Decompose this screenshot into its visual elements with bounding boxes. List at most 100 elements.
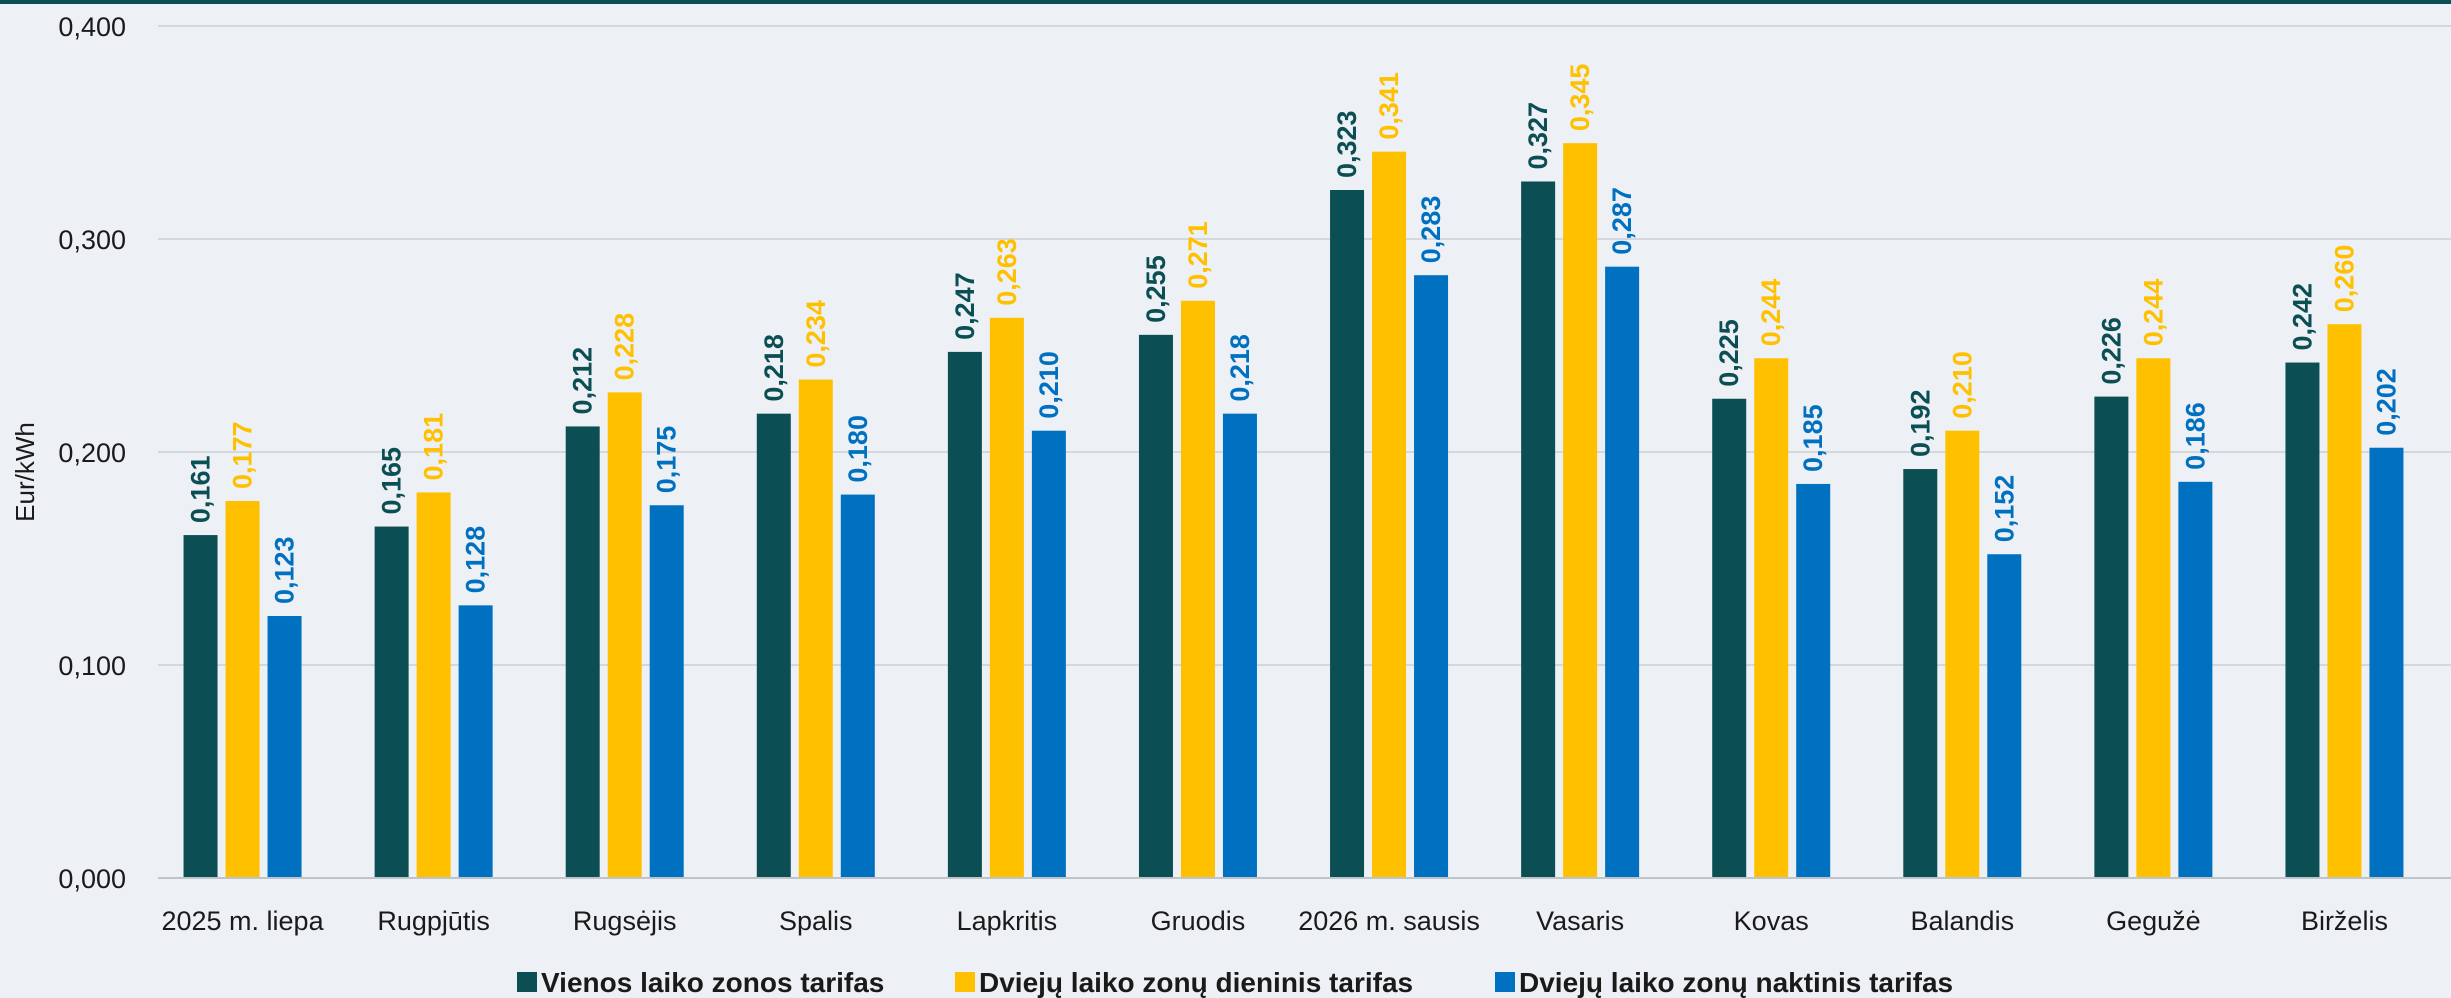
bar <box>1031 430 1066 878</box>
data-label: 0,180 <box>843 415 873 483</box>
legend-swatch <box>517 972 537 992</box>
data-label: 0,260 <box>2329 245 2359 313</box>
bar <box>1945 430 1980 878</box>
data-label: 0,255 <box>1141 255 1171 323</box>
bar <box>374 526 409 878</box>
x-category-label: Birželis <box>2301 906 2388 936</box>
x-category-label: Gegužė <box>2106 906 2201 936</box>
y-tick-label: 0,000 <box>58 864 126 894</box>
bar <box>416 492 451 878</box>
x-category-label: Lapkritis <box>957 906 1058 936</box>
bar <box>1712 398 1747 878</box>
legend-swatch <box>955 972 975 992</box>
data-label: 0,152 <box>1989 475 2019 543</box>
y-axis-ticks: 0,000 0,100 0,200 0,300 0,400 <box>58 12 126 894</box>
bar <box>267 616 302 878</box>
bar <box>1987 554 2022 878</box>
bar <box>1372 151 1407 879</box>
gridlines <box>158 25 2451 666</box>
x-category-label: Rugsėjis <box>573 906 677 936</box>
bar <box>1138 334 1173 879</box>
legend-item: Dviejų laiko zonų naktinis tarifas <box>1495 967 1953 998</box>
bar <box>1414 275 1449 879</box>
bar <box>1222 413 1257 878</box>
bar <box>2285 362 2320 878</box>
bar <box>225 500 260 878</box>
bars <box>183 143 2404 879</box>
y-tick-label: 0,300 <box>58 225 126 255</box>
data-label: 0,247 <box>950 272 980 340</box>
data-label: 0,123 <box>270 536 300 604</box>
bar <box>1521 181 1556 879</box>
data-label: 0,242 <box>2287 283 2317 351</box>
data-label: 0,244 <box>2138 279 2168 347</box>
bar <box>756 413 791 878</box>
data-label: 0,271 <box>1183 221 1213 289</box>
data-label: 0,165 <box>377 447 407 515</box>
bar <box>798 379 833 878</box>
bar <box>2136 358 2171 878</box>
data-label: 0,218 <box>759 334 789 402</box>
data-label: 0,202 <box>2371 368 2401 436</box>
bar <box>1754 358 1789 878</box>
legend-item: Dviejų laiko zonų dieninis tarifas <box>955 967 1413 998</box>
data-label: 0,234 <box>801 300 831 368</box>
x-category-label: Gruodis <box>1151 906 1246 936</box>
y-tick-label: 0,400 <box>58 12 126 42</box>
data-label: 0,226 <box>2096 317 2126 385</box>
bar <box>1796 483 1831 878</box>
bar <box>1330 190 1365 878</box>
x-category-label: 2025 m. liepa <box>161 906 324 936</box>
x-category-label: Vasaris <box>1536 906 1624 936</box>
x-axis-categories: 2025 m. liepa Rugpjūtis Rugsėjis Spalis Lapk… <box>161 906 2387 936</box>
data-label: 0,175 <box>652 426 682 494</box>
bar <box>1605 266 1640 878</box>
legend-swatch <box>1495 972 1515 992</box>
data-label: 0,263 <box>992 238 1022 306</box>
bar <box>989 317 1024 878</box>
data-label: 0,283 <box>1416 196 1446 264</box>
data-label: 0,244 <box>1756 279 1786 347</box>
bar <box>458 605 493 878</box>
bar <box>840 494 875 878</box>
data-label: 0,345 <box>1565 64 1595 132</box>
data-label: 0,161 <box>186 455 216 523</box>
bar <box>947 351 982 878</box>
data-label: 0,212 <box>568 347 598 415</box>
bar <box>1563 143 1598 878</box>
data-label: 0,287 <box>1607 187 1637 255</box>
bar <box>1180 300 1215 878</box>
data-label: 0,341 <box>1374 72 1404 140</box>
legend-label: Vienos laiko zonos tarifas <box>541 967 884 998</box>
data-label: 0,327 <box>1523 102 1553 170</box>
bar <box>607 392 642 878</box>
y-tick-label: 0,200 <box>58 438 126 468</box>
data-label: 0,210 <box>1034 351 1064 419</box>
top-border <box>0 0 2451 4</box>
y-tick-label: 0,100 <box>58 651 126 681</box>
data-label: 0,225 <box>1714 319 1744 387</box>
bar <box>183 535 218 878</box>
bar <box>2178 481 2213 878</box>
data-label: 0,192 <box>1905 389 1935 457</box>
data-label: 0,181 <box>419 413 449 481</box>
bar <box>2369 447 2404 878</box>
data-label: 0,185 <box>1798 404 1828 472</box>
x-category-label: Spalis <box>779 906 853 936</box>
bar <box>565 426 600 878</box>
legend-label: Dviejų laiko zonų dieninis tarifas <box>979 967 1413 998</box>
bar <box>2094 396 2129 878</box>
y-axis-title: Eur/kWh <box>10 422 40 522</box>
x-category-label: 2026 m. sausis <box>1298 906 1480 936</box>
x-category-label: Balandis <box>1911 906 2015 936</box>
data-label: 0,210 <box>1947 351 1977 419</box>
data-label: 0,218 <box>1225 334 1255 402</box>
legend: Vienos laiko zonos tarifas Dviejų laiko z… <box>517 967 1953 998</box>
bar <box>1903 469 1938 878</box>
data-label: 0,323 <box>1332 110 1362 178</box>
data-label: 0,177 <box>228 421 258 489</box>
legend-item: Vienos laiko zonos tarifas <box>517 967 884 998</box>
legend-label: Dviejų laiko zonų naktinis tarifas <box>1519 967 1953 998</box>
data-label: 0,128 <box>461 526 491 594</box>
